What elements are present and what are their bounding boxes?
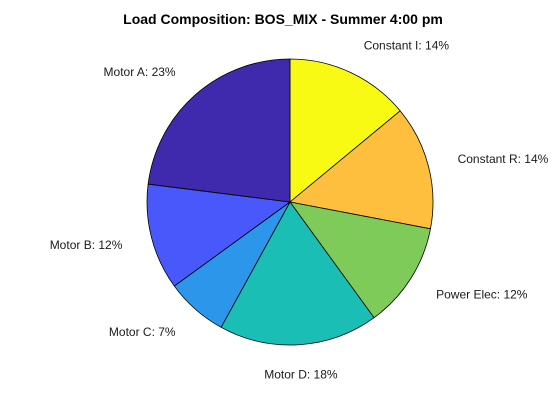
pie-slices — [146, 58, 434, 346]
pie-labels: Constant I: 14% Constant R: 14% Power Elec… — [50, 39, 549, 382]
slice-label-motor-c: Motor C: 7% — [109, 325, 176, 339]
pie-slice-motor-a — [147, 58, 291, 203]
slice-label-motor-d: Motor D: 18% — [264, 368, 338, 382]
slice-label-constant-i: Constant I: 14% — [364, 39, 450, 53]
pie-slice-motor-b — [146, 183, 291, 287]
slice-label-constant-r: Constant R: 14% — [458, 152, 549, 166]
chart-title: Load Composition: BOS_MIX - Summer 4:00 … — [123, 11, 443, 27]
pie-slice-constant-i — [289, 58, 401, 203]
pie-slice-power-elec — [289, 201, 431, 319]
slice-label-power-elec: Power Elec: 12% — [436, 288, 528, 302]
pie-slice-constant-r — [289, 110, 434, 230]
pie-slice-motor-d — [220, 201, 375, 346]
slice-label-motor-b: Motor B: 12% — [50, 238, 123, 252]
slice-label-motor-a: Motor A: 23% — [104, 65, 176, 79]
